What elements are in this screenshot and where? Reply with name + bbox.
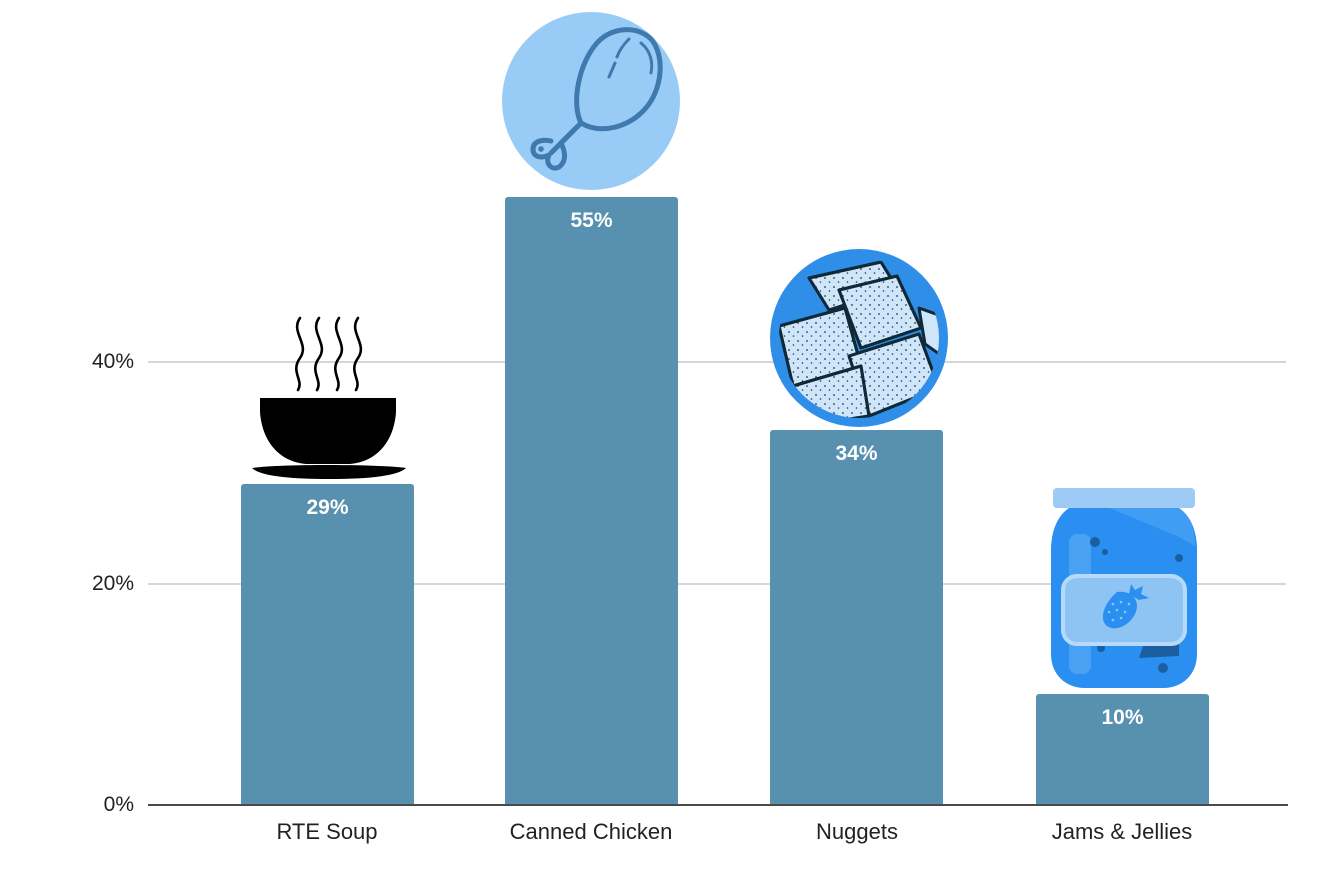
soup-bowl-icon — [252, 316, 406, 479]
bar-value-label: 29% — [306, 496, 349, 519]
x-label-nuggets: Nuggets — [816, 819, 898, 844]
bar-value-label: 55% — [570, 209, 613, 232]
x-label-rte-soup: RTE Soup — [276, 819, 378, 844]
bar-rte-soup[interactable]: 29% — [241, 484, 414, 805]
bar-canned-chicken[interactable]: 55% — [505, 197, 678, 805]
strawberry-jam-jar-icon — [1051, 488, 1197, 688]
y-tick-0: 0% — [103, 793, 134, 816]
y-tick-40: 40% — [91, 350, 134, 373]
x-label-canned-chicken: Canned Chicken — [509, 819, 673, 844]
x-label-jams-jellies: Jams & Jellies — [1051, 819, 1193, 844]
chicken-drumstick-icon — [502, 12, 680, 190]
nuggets-icon — [770, 249, 948, 427]
gridline-40 — [148, 361, 1286, 363]
x-axis-line — [148, 804, 1288, 806]
gridline-20 — [148, 583, 1286, 585]
bar-value-label: 10% — [1101, 706, 1144, 729]
y-tick-20: 20% — [91, 572, 134, 595]
bar-value-label: 34% — [835, 442, 878, 465]
bar-nuggets[interactable]: 34% — [770, 430, 943, 805]
bar-jams-jellies[interactable]: 10% — [1036, 694, 1209, 805]
